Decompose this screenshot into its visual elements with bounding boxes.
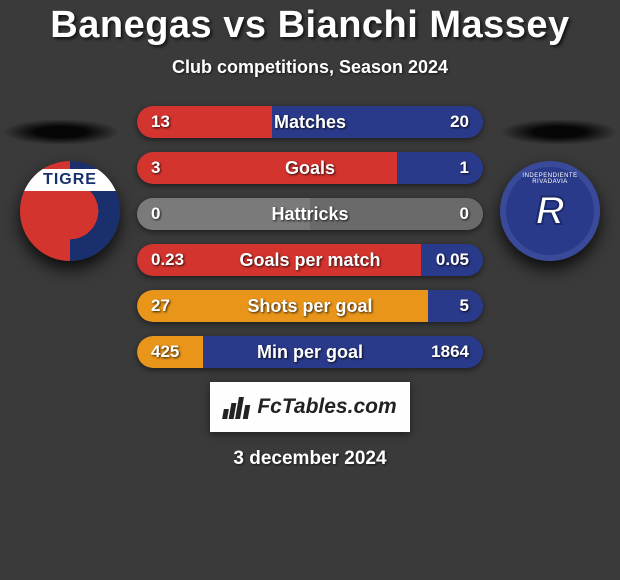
stat-label: Goals per match xyxy=(137,250,483,271)
brand-label: FcTables.com xyxy=(223,395,396,419)
subtitle: Club competitions, Season 2024 xyxy=(0,57,620,78)
shadow-right xyxy=(500,119,618,145)
content-area: 1320Matches 31Goals 00Hattricks 0.230.05Goa… xyxy=(0,106,620,470)
shadow-left xyxy=(2,119,120,145)
independiente-rivadavia-crest-icon xyxy=(500,161,600,261)
brand-text: FcTables.com xyxy=(257,395,396,419)
stat-label: Goals xyxy=(137,158,483,179)
stat-row: 0.230.05Goals per match xyxy=(137,244,483,276)
comparison-card: Banegas vs Bianchi Massey Club competiti… xyxy=(0,0,620,470)
stat-label: Matches xyxy=(137,112,483,133)
tigre-crest-icon xyxy=(20,161,120,261)
stat-row: 31Goals xyxy=(137,152,483,184)
stats-list: 1320Matches 31Goals 00Hattricks 0.230.05Goa… xyxy=(137,106,483,368)
brand-box[interactable]: FcTables.com xyxy=(210,382,410,432)
stat-label: Min per goal xyxy=(137,342,483,363)
stat-row: 00Hattricks xyxy=(137,198,483,230)
stat-row: 4251864Min per goal xyxy=(137,336,483,368)
date-label: 3 december 2024 xyxy=(0,448,620,470)
stat-label: Shots per goal xyxy=(137,296,483,317)
team-badge-left xyxy=(20,161,120,261)
page-title: Banegas vs Bianchi Massey xyxy=(0,4,620,47)
team-badge-right xyxy=(500,161,600,261)
stat-row: 275Shots per goal xyxy=(137,290,483,322)
bars-icon xyxy=(223,395,251,419)
stat-label: Hattricks xyxy=(137,204,483,225)
stat-row: 1320Matches xyxy=(137,106,483,138)
